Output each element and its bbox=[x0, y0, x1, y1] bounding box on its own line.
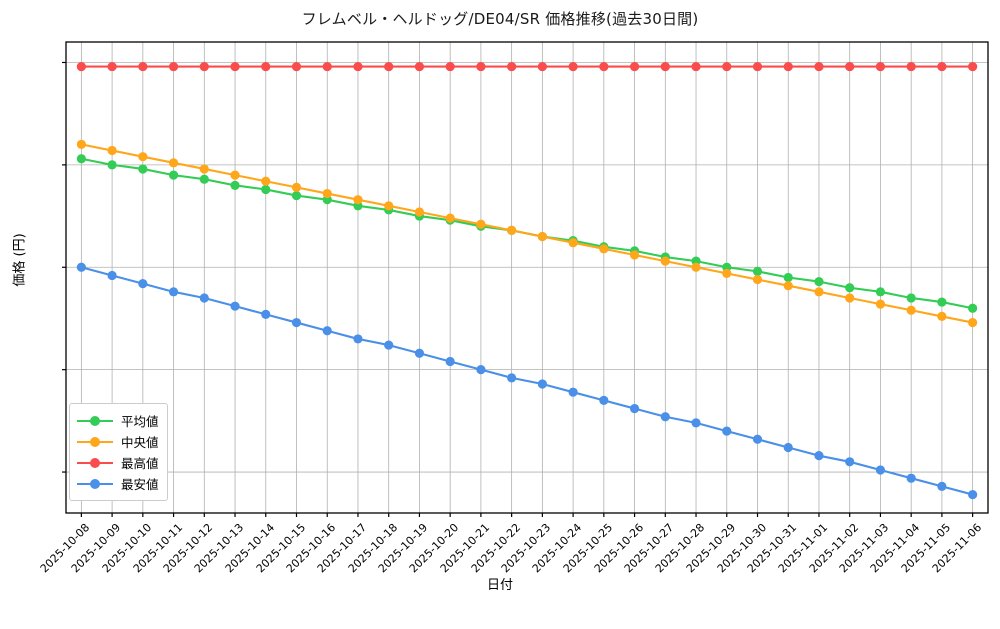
legend-label: 最安値 bbox=[121, 477, 159, 492]
grid-lines bbox=[66, 42, 988, 513]
chart-figure: フレムベル・ヘルドッグ/DE04/SR 価格推移(過去30日間) 価格 (円) … bbox=[13, 10, 989, 593]
series-2 bbox=[76, 139, 978, 328]
chart-legend: 平均値中央値最高値最安値 bbox=[69, 403, 168, 501]
legend-marker-icon bbox=[77, 477, 113, 491]
plot-area bbox=[62, 41, 989, 517]
legend-dot bbox=[90, 478, 100, 489]
series-4 bbox=[76, 262, 978, 500]
legend-item-3[interactable]: 最高値 bbox=[77, 452, 159, 473]
legend-item-1[interactable]: 平均値 bbox=[77, 410, 159, 431]
legend-item-2[interactable]: 中央値 bbox=[77, 431, 159, 452]
legend-dot bbox=[90, 415, 100, 426]
legend-item-4[interactable]: 最安値 bbox=[77, 473, 159, 494]
legend-marker-icon bbox=[77, 456, 113, 470]
axis-frame bbox=[62, 41, 989, 517]
series-3 bbox=[76, 61, 978, 72]
legend-label: 平均値 bbox=[121, 414, 159, 429]
legend-dot bbox=[90, 436, 100, 447]
legend-marker-icon bbox=[77, 414, 113, 428]
x-axis-label: 日付 bbox=[486, 578, 513, 593]
chart-title: フレムベル・ヘルドッグ/DE04/SR 価格推移(過去30日間) bbox=[301, 10, 699, 28]
legend-dot bbox=[90, 457, 100, 468]
legend-label: 最高値 bbox=[121, 456, 159, 471]
legend-marker-icon bbox=[77, 435, 113, 449]
legend-label: 中央値 bbox=[121, 435, 159, 450]
